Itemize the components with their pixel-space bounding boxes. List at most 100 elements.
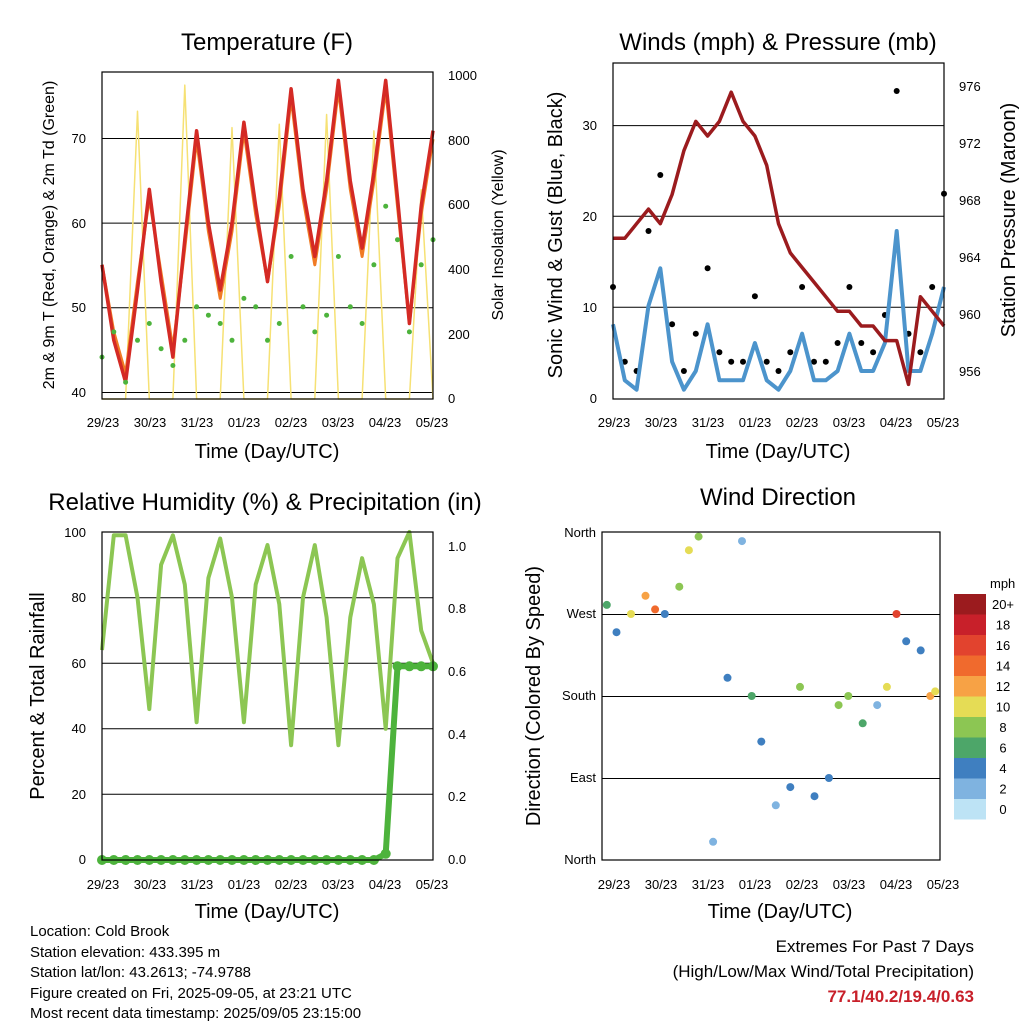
dewpoint-point [111,329,117,335]
legend-label: 12 [996,679,1010,694]
temp-xtick-2: 31/23 [181,415,214,430]
dewpoint-point [359,321,365,326]
dewpoint-point [324,312,330,318]
temp-y2tick-600: 600 [448,197,470,212]
humidity-panel: Relative Humidity (%) & Precipitation (i… [27,489,482,923]
gust-point [846,284,853,290]
dir-ytick-east: East [570,770,596,785]
precipitation-point [392,661,403,672]
direction-point [684,546,693,555]
dewpoint-point [418,262,424,268]
wind-y2tick-976: 976 [959,79,981,94]
hum-xtick-4: 02/23 [275,877,308,892]
hum-y2tick-0: 0.0 [448,852,466,867]
legend-label: 18 [996,618,1010,633]
temperature-ylabel: 2m & 9m T (Red, Orange) & 2m Td (Green) [41,81,58,390]
legend-label: 6 [999,741,1006,756]
dir-xtick-4: 02/23 [786,877,819,892]
humidity-y-ticks: 0 20 40 60 80 100 [64,525,86,867]
legend-label: 8 [999,720,1006,735]
direction-point [786,783,795,792]
legend-swatch [954,737,986,758]
winds-panel: Winds (mph) & Pressure (mb) 0 10 20 30 9… [545,29,1020,463]
legend-swatch [954,717,986,738]
direction-panel: Wind Direction North East South West Nor… [523,484,1015,923]
legend-label: 14 [996,659,1010,674]
extremes-title: Extremes For Past 7 Days [775,937,974,956]
wind-xtick-5: 03/23 [833,415,866,430]
figure-created: Figure created on Fri, 2025-09-05, at 23… [30,984,352,1002]
recent-timestamp: Most recent data timestamp: 2025/09/05 2… [30,1005,362,1022]
dewpoint-point [146,321,152,326]
humidity-frame [101,531,434,861]
dewpoint-point [406,329,412,335]
direction-point [931,687,940,696]
dewpoint-point [229,337,235,343]
temp-y2tick-400: 400 [448,262,470,277]
dewpoint-point [123,379,129,385]
gust-point [811,358,817,365]
dir-xtick-7: 05/23 [927,877,960,892]
dir-xtick-6: 04/23 [880,877,913,892]
station-location: Location: Cold Brook [30,923,170,940]
winds-y-ticks: 0 10 20 30 [583,118,597,406]
legend-swatch [954,799,986,820]
winds-frame [612,62,945,400]
hum-ytick-0: 0 [79,852,86,867]
direction-point [602,600,611,609]
direction-x-ticks: 29/23 30/23 31/23 01/23 02/23 03/23 04/2… [598,877,960,892]
gust-point [822,358,829,365]
gust-point [621,358,628,365]
direction-title: Wind Direction [700,484,856,511]
dir-xtick-2: 31/23 [692,877,725,892]
direction-plot-area [602,532,940,846]
wind-xtick-6: 04/23 [880,415,913,430]
temp-xtick-7: 05/23 [416,415,449,430]
humidity-line [100,530,435,748]
temp-ytick-70: 70 [72,131,86,146]
dewpoint-point [265,337,270,343]
dewpoint-point [276,321,282,326]
dewpoint-point [253,304,259,310]
pressure-line [613,90,946,387]
temperature-y-ticks: 40 50 60 70 [72,131,86,400]
temp-ytick-40: 40 [72,385,86,400]
wind-y2tick-960: 960 [959,307,981,322]
gust-point [692,330,699,337]
dir-xtick-5: 03/23 [833,877,866,892]
hum-y2tick-0.4: 0.4 [448,727,466,742]
temperature-xlabel: Time (Day/UTC) [195,441,340,463]
direction-point [858,719,867,728]
direction-point [844,692,853,700]
gust-point [669,321,676,328]
precipitation-point [416,661,427,672]
gust-point [716,349,723,356]
wind-xtick-3: 01/23 [739,415,772,430]
direction-point [675,582,684,591]
dir-xtick-3: 01/23 [739,877,772,892]
direction-point [660,610,669,618]
legend-swatch [954,635,986,656]
wind-y2tick-964: 964 [959,250,981,265]
direction-point [627,610,635,618]
dewpoint-point [395,237,400,243]
humidity-title: Relative Humidity (%) & Precipitation (i… [48,489,481,516]
winds-xlabel: Time (Day/UTC) [706,441,851,463]
legend-swatch [954,594,986,615]
gust-point [728,358,735,365]
direction-point [902,637,911,646]
temp-y2tick-200: 200 [448,327,470,342]
dewpoint-point [217,321,223,326]
temp-y2tick-800: 800 [448,133,470,148]
direction-point [757,737,766,746]
wind-y2tick-972: 972 [959,136,981,151]
gust-point [751,293,758,300]
dewpoint-point [135,337,140,343]
direction-point [747,692,756,700]
station-info: Location: Cold Brook Station elevation: … [30,922,361,1025]
hum-xtick-7: 05/23 [416,877,449,892]
direction-point [824,774,833,782]
precipitation-point [380,848,391,859]
direction-frame [601,531,941,861]
